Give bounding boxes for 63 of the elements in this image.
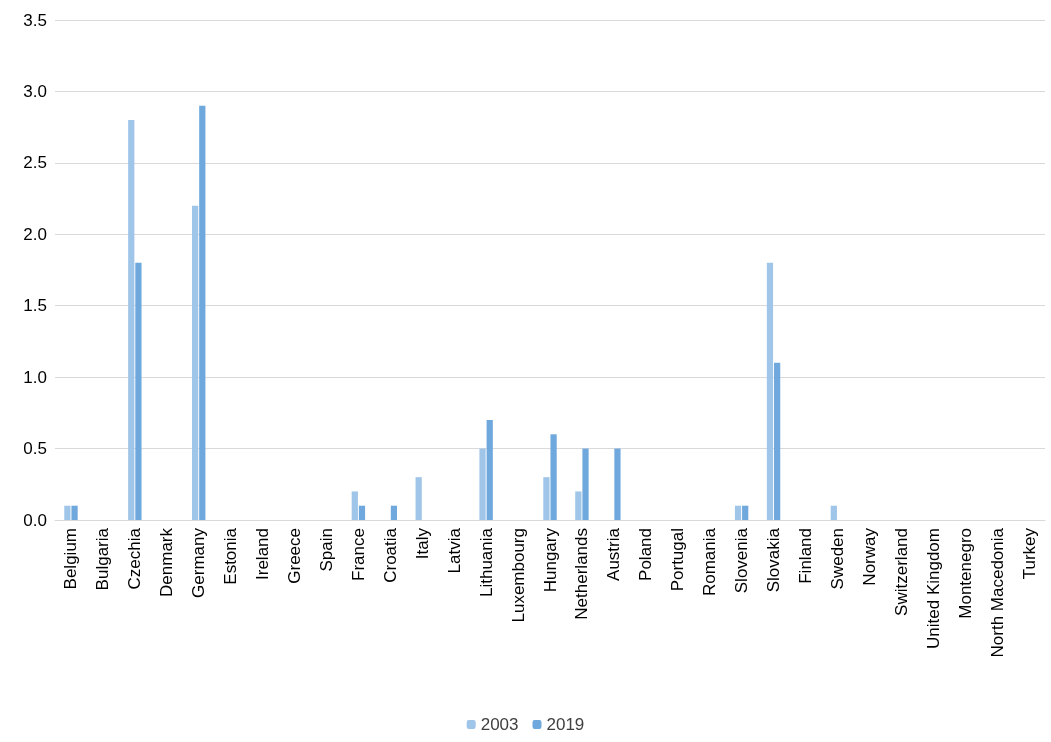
y-tick-label: 0.0: [23, 510, 47, 530]
bar: [742, 505, 749, 520]
x-tick-label: Switzerland: [891, 528, 911, 616]
y-tick-label: 2.5: [23, 153, 47, 173]
x-tick-label: North Macedonia: [987, 527, 1007, 658]
bar: [71, 505, 78, 520]
y-tick-label: 1.5: [23, 296, 47, 316]
x-tick-label: Norway: [859, 527, 879, 586]
bar: [575, 491, 582, 520]
x-tick-label: Portugal: [668, 528, 688, 592]
bar: [614, 448, 621, 520]
bar: [415, 477, 422, 520]
bar: [734, 505, 742, 520]
x-tick-label: Slovakia: [764, 527, 784, 593]
bar: [774, 362, 781, 520]
y-tick-label: 3.0: [23, 81, 47, 101]
bar: [582, 448, 589, 520]
x-tick-label: France: [348, 528, 368, 581]
bar: [550, 434, 557, 520]
x-tick-label: Ireland: [253, 528, 273, 580]
x-tick-label: United Kingdom: [923, 528, 943, 649]
x-tick-label: Czechia: [125, 527, 145, 590]
bar: [64, 505, 71, 520]
bar: [192, 205, 199, 520]
x-tick-label: Slovenia: [732, 527, 752, 594]
x-tick-label: Denmark: [157, 527, 177, 597]
x-tick-label: Lithuania: [476, 527, 496, 598]
y-tick-label: 2.0: [23, 224, 47, 244]
x-tick-label: Greece: [285, 528, 305, 584]
x-tick-label: Latvia: [444, 527, 464, 574]
bar: [766, 262, 774, 520]
bar: [830, 505, 837, 520]
x-tick-label: Poland: [636, 528, 656, 581]
x-tick-label: Estonia: [221, 527, 241, 585]
x-tick-label: Austria: [604, 527, 624, 581]
bar: [128, 120, 135, 520]
bar: [543, 477, 550, 520]
x-tick-label: Hungary: [540, 527, 560, 593]
x-tick-label: Netherlands: [572, 528, 592, 620]
x-tick-label: Finland: [795, 528, 815, 584]
x-tick-label: Sweden: [827, 528, 847, 590]
legend-label: 2003: [480, 715, 519, 734]
bar: [486, 420, 493, 520]
x-tick-label: Germany: [189, 527, 209, 598]
y-tick-label: 1.0: [23, 367, 47, 387]
x-tick-label: Spain: [316, 528, 336, 572]
x-tick-label: Italy: [412, 527, 432, 560]
bar: [135, 262, 142, 520]
bar: [351, 491, 358, 520]
bar: [199, 105, 206, 520]
x-tick-label: Romania: [700, 527, 720, 597]
x-tick-label: Belgium: [61, 528, 81, 590]
x-tick-label: Bulgaria: [93, 527, 113, 591]
x-tick-label: Croatia: [380, 527, 400, 583]
legend-label: 2019: [546, 715, 585, 734]
y-tick-label: 0.5: [23, 439, 47, 459]
y-tick-label: 3.5: [23, 10, 47, 30]
x-tick-label: Turkey: [1019, 527, 1039, 580]
bar: [479, 448, 486, 520]
x-tick-label: Montenegro: [955, 528, 975, 619]
bar: [390, 505, 398, 520]
bar: [358, 505, 366, 520]
x-tick-label: Luxembourg: [508, 528, 528, 623]
